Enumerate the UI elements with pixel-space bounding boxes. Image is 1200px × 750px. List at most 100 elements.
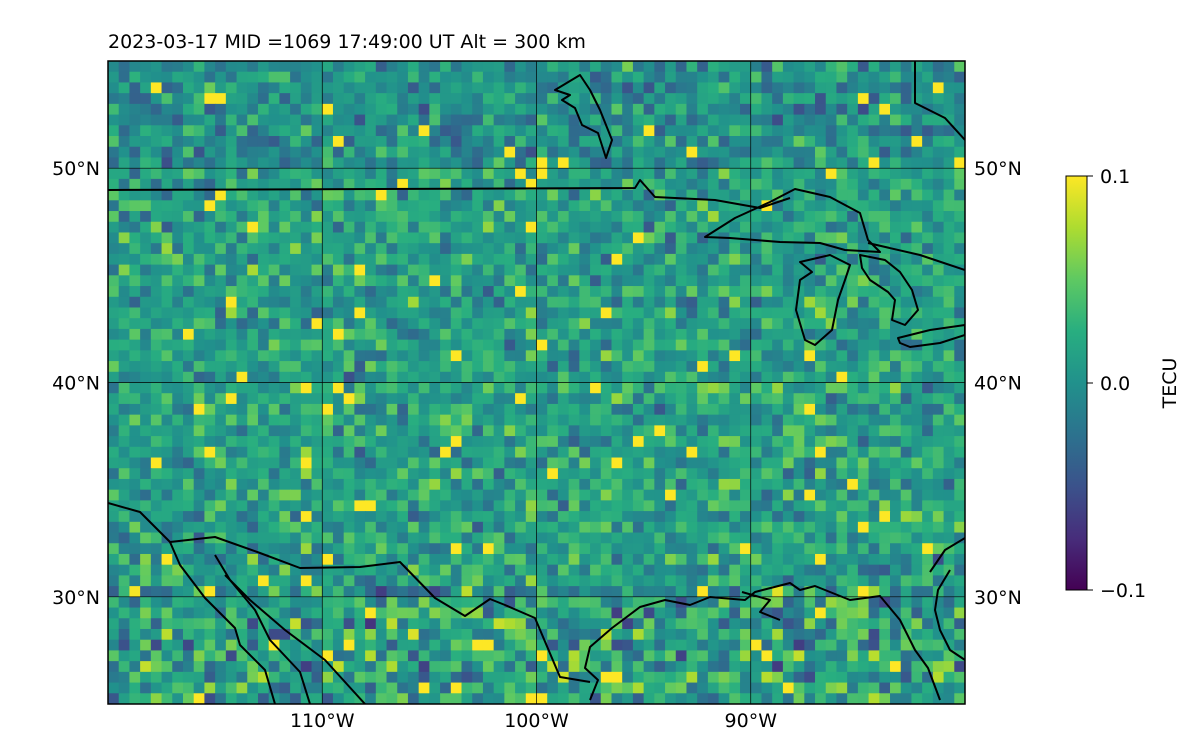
heat-cell [815, 489, 827, 501]
heat-cell [450, 125, 463, 137]
heat-cell [161, 446, 173, 459]
heat-cell [783, 704, 794, 715]
heat-cell [482, 543, 495, 555]
heat-cell [236, 468, 248, 480]
us-canada-border [108, 179, 791, 209]
heat-cell [407, 553, 420, 566]
heat-cell [590, 71, 602, 84]
heat-cell [600, 532, 613, 544]
heat-cell [193, 296, 206, 309]
heat-cell [954, 607, 965, 619]
heat-cell [515, 543, 527, 555]
heat-cell [343, 511, 355, 523]
heat-cell [418, 328, 430, 341]
heat-cell [236, 564, 248, 576]
heat-cell [665, 296, 677, 309]
heat-cell [772, 328, 784, 341]
heat-cell [868, 71, 880, 84]
heat-cell [108, 553, 120, 566]
heat-cell [911, 211, 923, 223]
heat-cell [932, 200, 945, 212]
heat-cell [804, 403, 816, 416]
heat-cell [343, 489, 355, 501]
heat-cell [193, 221, 206, 234]
heat-cell [515, 586, 527, 598]
heat-cell [236, 393, 248, 405]
heat-cell [761, 682, 773, 694]
heat-cell [611, 446, 623, 459]
heat-cell [622, 168, 634, 180]
heat-cell [782, 403, 795, 416]
heat-cell [161, 157, 173, 169]
heat-cell [515, 189, 527, 201]
heat-cell [236, 339, 248, 351]
heat-cell [215, 232, 227, 244]
heat-cell [868, 232, 880, 244]
heat-cell [729, 200, 741, 212]
heat-cell [182, 189, 195, 201]
heat-cell [129, 318, 141, 330]
heat-cell [397, 382, 409, 394]
heat-cell [600, 661, 613, 673]
heat-cell [504, 521, 516, 534]
heat-cell [386, 393, 398, 405]
heat-cell [397, 232, 409, 244]
heat-cell [911, 275, 923, 287]
heat-cell [590, 168, 602, 180]
heat-cell [418, 286, 430, 298]
heat-cell [118, 500, 131, 512]
heat-cell [932, 178, 945, 191]
heat-cell [579, 553, 591, 566]
heat-cell [793, 500, 805, 512]
heat-cell [236, 436, 248, 448]
heat-cell [857, 243, 870, 255]
heat-cell [440, 318, 452, 330]
heat-cell [515, 361, 527, 373]
heat-cell [397, 253, 409, 266]
heat-cell [429, 307, 441, 319]
heat-cell [579, 446, 591, 459]
heat-cell [118, 436, 131, 448]
heat-cell [193, 693, 206, 704]
heat-cell [472, 189, 484, 201]
heat-cell [686, 639, 698, 652]
heat-cell [525, 200, 538, 212]
heat-cell [215, 478, 227, 491]
heat-cell [579, 275, 591, 287]
heat-cell [815, 478, 827, 491]
heat-cell [472, 221, 484, 234]
heat-cell [772, 478, 784, 491]
heat-cell [407, 414, 420, 426]
heat-cell [782, 136, 795, 148]
heat-cell [557, 543, 570, 555]
heat-cell [525, 414, 538, 426]
heat-cell [440, 221, 452, 234]
heat-cell [397, 157, 409, 169]
heat-cell [129, 446, 141, 459]
heat-cell [365, 457, 377, 469]
heat-cell [729, 221, 741, 234]
heat-cell [836, 650, 848, 662]
heat-cell [761, 264, 773, 276]
heat-cell [290, 264, 302, 276]
heat-cell [611, 436, 623, 448]
heat-cell [836, 425, 848, 437]
heat-cell [611, 211, 623, 223]
heat-cell [236, 511, 248, 523]
heat-cell [108, 136, 120, 148]
heat-cell [804, 93, 816, 105]
heat-cell [418, 275, 430, 287]
heat-cell [675, 586, 688, 598]
heat-cell [868, 318, 880, 330]
heat-cell [847, 553, 859, 566]
heat-cell [954, 275, 965, 287]
heat-cell [547, 318, 559, 330]
heat-cell [782, 596, 795, 609]
heat-cell [579, 403, 591, 416]
heat-cell [890, 575, 902, 587]
heat-cell [129, 489, 141, 501]
heat-cell [632, 189, 645, 201]
heat-cell [161, 82, 173, 94]
heat-cell [836, 382, 848, 394]
heat-cell [215, 136, 227, 148]
